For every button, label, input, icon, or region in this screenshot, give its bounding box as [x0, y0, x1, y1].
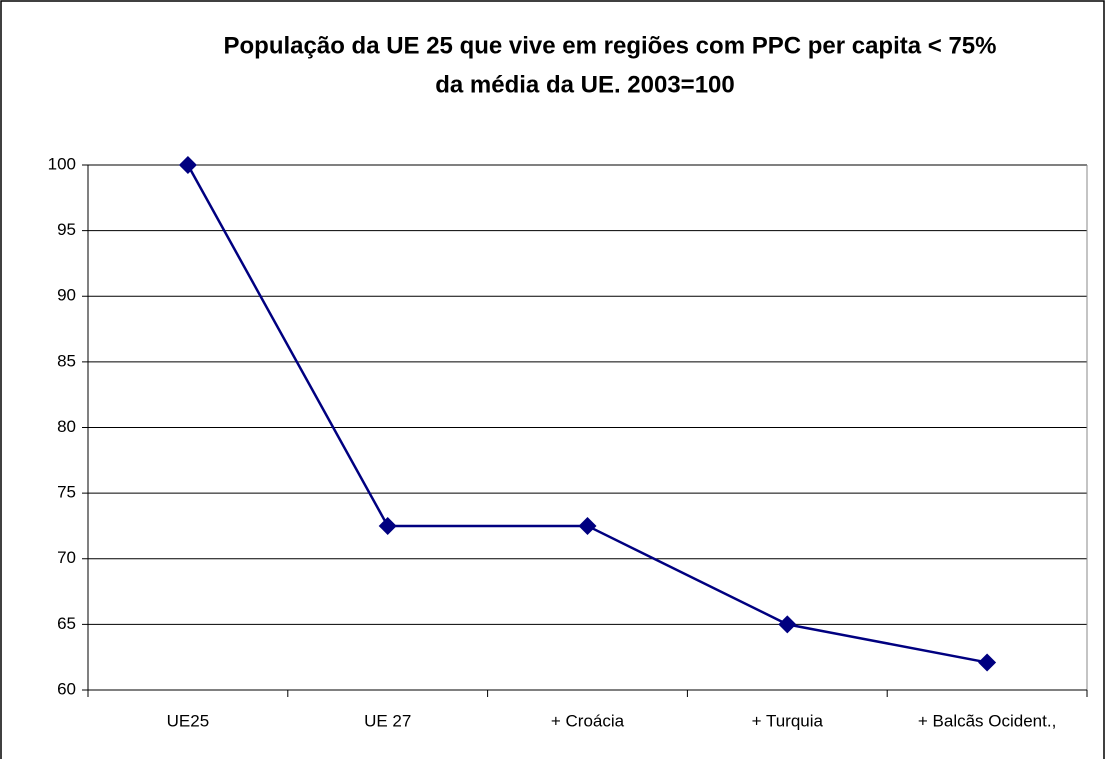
x-tick-label: + Turquia [752, 711, 824, 730]
marker [178, 156, 197, 174]
y-tick-label: 75 [57, 483, 76, 502]
y-tick-label: 85 [57, 351, 76, 370]
y-tick-label: 60 [57, 679, 76, 698]
y-tick-label: 70 [57, 548, 76, 567]
y-tick-label: 95 [57, 220, 76, 239]
x-tick-label: UE 27 [364, 711, 411, 730]
marker [378, 516, 397, 535]
y-tick-label: 100 [48, 154, 76, 173]
x-tick-label: + Balcãs Ocident., [918, 711, 1056, 730]
marker [778, 615, 797, 634]
x-tick-label: + Croácia [551, 711, 625, 730]
chart-title: da média da UE. 2003=100 [435, 71, 735, 98]
x-tick-label: UE25 [167, 711, 210, 730]
marker [578, 516, 597, 535]
y-tick-label: 80 [57, 417, 76, 436]
y-tick-label: 90 [57, 286, 76, 305]
chart-title: População da UE 25 que vive em regiões c… [224, 32, 997, 59]
marker [978, 653, 997, 672]
y-tick-label: 65 [57, 614, 76, 633]
